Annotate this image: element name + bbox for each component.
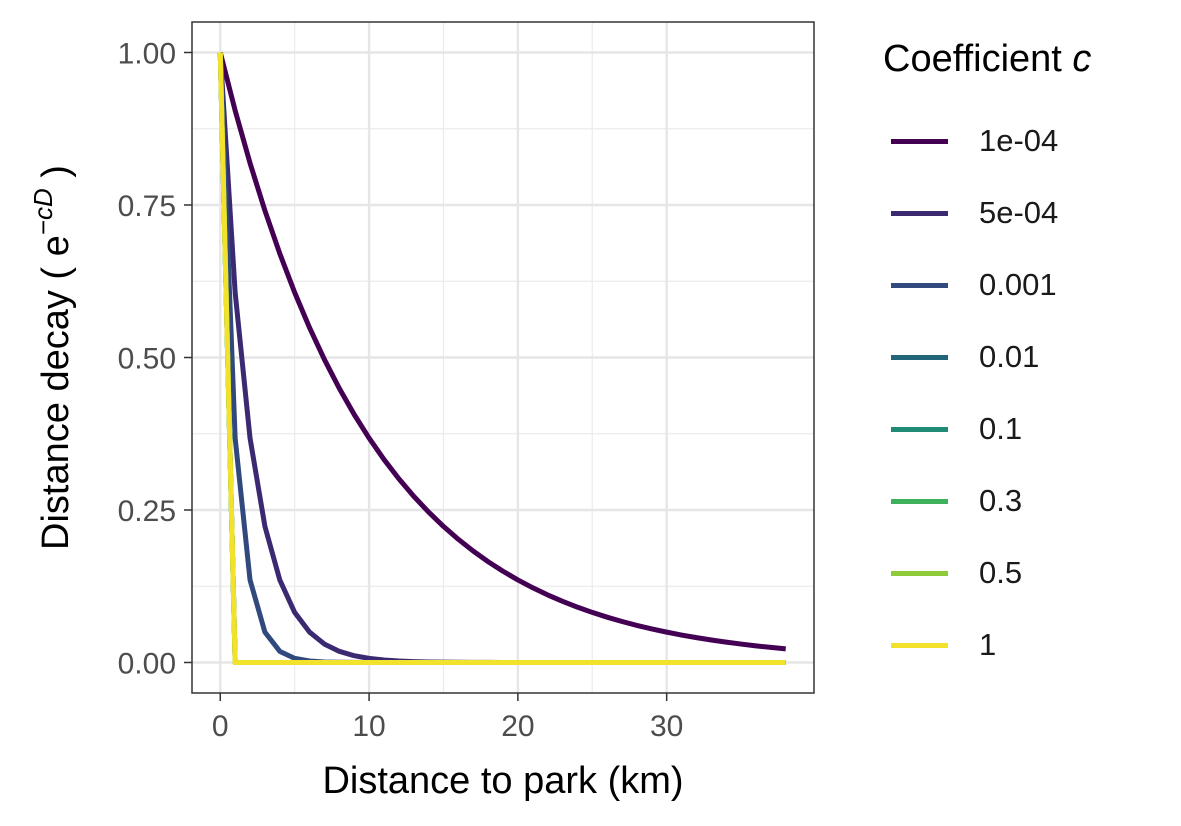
- legend-title-text: Coefficient: [883, 38, 1062, 80]
- series-line-1: [217, 52, 786, 665]
- legend: Coefficient c 1e-04 5e-04 0.001 0.01 0.1 0.3 0…: [883, 38, 1091, 683]
- legend-label: 0.01: [979, 339, 1040, 374]
- x-tick-label: 0: [212, 710, 229, 743]
- legend-key-line: [891, 571, 948, 576]
- legend-label: 1e-04: [979, 123, 1059, 158]
- x-tick-label: 20: [501, 710, 534, 743]
- legend-key-line: [891, 427, 948, 432]
- legend-item: 0.001: [883, 251, 1091, 323]
- x-tick-label: 30: [650, 710, 683, 743]
- y-axis-label-prefix: Distance decay ( e: [35, 235, 77, 550]
- legend-label: 0.001: [979, 267, 1057, 302]
- legend-key-line: [891, 139, 948, 144]
- y-tick-label: 0.25: [118, 495, 176, 528]
- x-axis-label: Distance to park (km): [322, 760, 683, 802]
- legend-item: 1: [883, 611, 1091, 683]
- legend-label: 0.1: [979, 411, 1023, 446]
- y-axis-label: Distance decay ( e−cD ): [28, 165, 77, 550]
- legend-label: 0.3: [979, 483, 1023, 518]
- axes: 0 10 20 30 0.00 0.25 0.50 0.75 1.00: [118, 38, 684, 744]
- legend-label: 5e-04: [979, 195, 1059, 230]
- legend-item: 0.01: [883, 323, 1091, 395]
- y-tick-label: 1.00: [118, 38, 176, 71]
- legend-items: 1e-04 5e-04 0.001 0.01 0.1 0.3 0.5 1: [883, 107, 1091, 683]
- legend-key-line: [891, 643, 948, 648]
- legend-key-line: [891, 499, 948, 504]
- legend-item: 0.5: [883, 539, 1091, 611]
- legend-title-variable: c: [1072, 38, 1092, 80]
- y-axis-label-superscript: −cD: [28, 188, 58, 235]
- y-axis-label-suffix: ): [35, 165, 77, 188]
- y-tick-label: 0.75: [118, 190, 176, 223]
- legend-key-line: [891, 283, 948, 288]
- y-tick-label: 0.00: [118, 648, 176, 681]
- legend-title: Coefficient c: [883, 38, 1091, 81]
- legend-item: 1e-04: [883, 107, 1091, 179]
- legend-key-line: [891, 355, 948, 360]
- series-lines: [217, 51, 786, 665]
- legend-item: 5e-04: [883, 179, 1091, 251]
- legend-label: 0.5: [979, 555, 1023, 590]
- legend-item: 0.3: [883, 467, 1091, 539]
- x-tick-label: 10: [352, 710, 385, 743]
- legend-label: 1: [979, 627, 997, 662]
- series-line-1e-04: [217, 51, 786, 652]
- legend-item: 0.1: [883, 395, 1091, 467]
- y-tick-label: 0.50: [118, 343, 176, 376]
- legend-key-line: [891, 211, 948, 216]
